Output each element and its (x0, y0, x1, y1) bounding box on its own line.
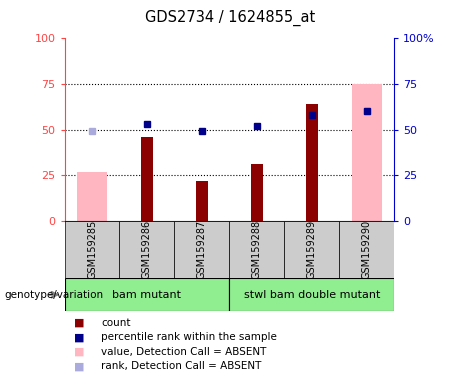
Text: ■: ■ (74, 347, 84, 357)
Text: ■: ■ (74, 318, 84, 328)
Text: GSM159289: GSM159289 (307, 220, 317, 279)
Text: rank, Detection Call = ABSENT: rank, Detection Call = ABSENT (101, 361, 262, 371)
Text: GSM159290: GSM159290 (362, 220, 372, 279)
Text: genotype/variation: genotype/variation (5, 290, 104, 300)
Text: GSM159287: GSM159287 (197, 220, 207, 279)
Bar (65, 278, 229, 311)
Bar (77, 172, 107, 221)
Bar (196, 181, 208, 221)
Bar (229, 278, 394, 311)
Text: stwl bam double mutant: stwl bam double mutant (243, 290, 380, 300)
Text: value, Detection Call = ABSENT: value, Detection Call = ABSENT (101, 347, 267, 357)
Bar (284, 221, 339, 278)
Bar (352, 84, 382, 221)
Bar (141, 137, 153, 221)
Text: ■: ■ (74, 361, 84, 371)
Text: bam mutant: bam mutant (112, 290, 182, 300)
Text: GSM159286: GSM159286 (142, 220, 152, 279)
Bar (229, 221, 284, 278)
Text: GSM159288: GSM159288 (252, 220, 262, 279)
Bar (306, 104, 318, 221)
Text: GSM159285: GSM159285 (87, 220, 97, 279)
Text: GDS2734 / 1624855_at: GDS2734 / 1624855_at (145, 10, 316, 26)
Bar (65, 221, 119, 278)
Text: count: count (101, 318, 131, 328)
Bar (174, 221, 229, 278)
Bar (339, 221, 394, 278)
Bar (251, 164, 263, 221)
Bar (119, 221, 174, 278)
Text: ■: ■ (74, 332, 84, 342)
Text: percentile rank within the sample: percentile rank within the sample (101, 332, 278, 342)
